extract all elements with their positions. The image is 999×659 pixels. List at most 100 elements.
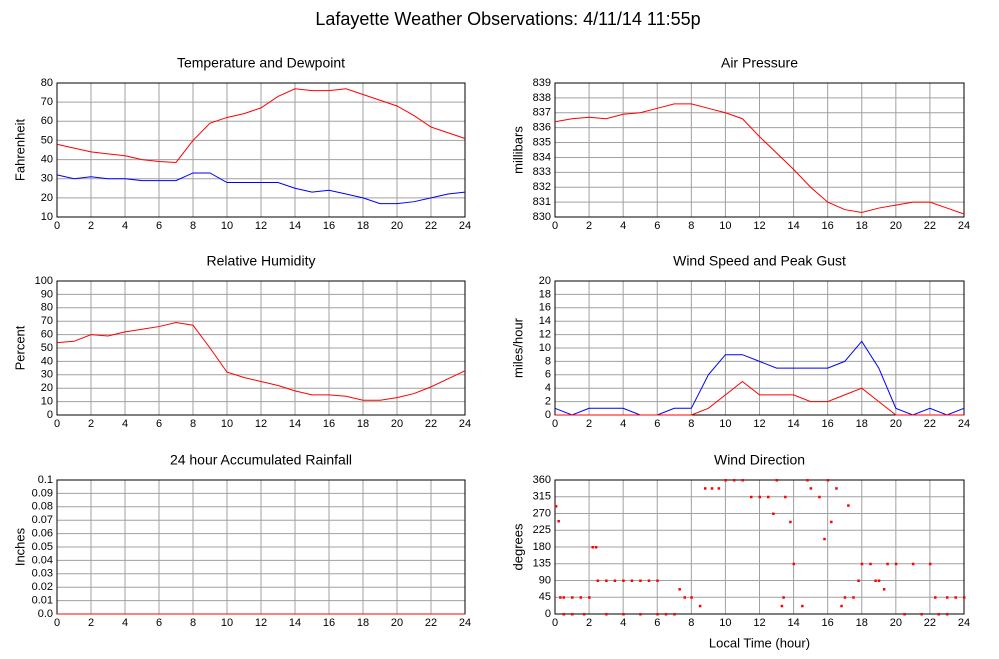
x-tick-label: 22 (924, 617, 936, 629)
scatter-point (852, 596, 855, 599)
x-tick-label: 4 (122, 220, 128, 232)
panel-title: Wind Speed and Peak Gust (673, 253, 846, 269)
y-tick-label: 225 (533, 524, 551, 536)
y-tick-label: 20 (539, 275, 551, 287)
x-tick-label: 22 (425, 220, 437, 232)
y-tick-label: 90 (41, 288, 53, 300)
scatter-point (840, 604, 843, 608)
scatter-point (622, 613, 625, 616)
scatter-point (963, 596, 966, 599)
plot-frame (554, 280, 965, 416)
y-tick-label: 70 (41, 96, 53, 108)
y-tick-label: 830 (533, 211, 551, 223)
y-tick-label: 80 (41, 77, 53, 89)
scatter-point (780, 604, 784, 608)
scatter-point (613, 579, 617, 582)
y-tick-label: 0.04 (32, 554, 53, 566)
y-axis-label: Percent (12, 325, 27, 370)
x-tick-label: 4 (620, 617, 626, 629)
y-tick-label: 831 (533, 196, 551, 208)
scatter-point (559, 596, 562, 599)
y-tick-label: 0.09 (32, 487, 53, 499)
x-tick-label: 0 (54, 418, 60, 430)
scatter-point (826, 479, 830, 482)
series-line (554, 340, 965, 416)
x-tick-label: 14 (289, 617, 301, 629)
x-tick-label: 16 (323, 617, 335, 629)
x-tick-label: 12 (255, 220, 267, 232)
scatter-point (656, 613, 659, 616)
y-axis-label: Inches (12, 527, 27, 566)
y-tick-label: 0.05 (32, 541, 53, 553)
scatter-point (622, 579, 625, 582)
x-tick-label: 14 (787, 418, 799, 430)
x-tick-label: 18 (856, 418, 868, 430)
y-tick-label: 0.01 (32, 595, 53, 607)
y-tick-label: 12 (539, 329, 551, 341)
y-tick-label: 40 (41, 355, 53, 367)
y-tick-label: 10 (41, 396, 53, 408)
x-tick-label: 22 (425, 617, 437, 629)
x-tick-label: 12 (255, 418, 267, 430)
scatter-point (630, 579, 634, 582)
x-tick-label: 0 (54, 220, 60, 232)
x-tick-label: 14 (787, 220, 799, 232)
scatter-point (911, 562, 915, 566)
y-tick-label: 30 (41, 173, 53, 185)
x-tick-label: 12 (753, 418, 765, 430)
y-tick-label: 80 (41, 302, 53, 314)
y-tick-label: 836 (533, 122, 551, 134)
x-tick-label: 14 (289, 220, 301, 232)
x-tick-label: 20 (391, 617, 403, 629)
x-tick-label: 10 (221, 617, 233, 629)
x-tick-label: 10 (719, 220, 731, 232)
scatter-point (656, 579, 659, 582)
scatter-point (582, 613, 586, 616)
x-tick-label: 20 (391, 220, 403, 232)
scatter-point (732, 479, 736, 482)
scatter-point (882, 588, 886, 591)
x-tick-label: 0 (552, 220, 558, 232)
scatter-point (945, 596, 949, 599)
scatter-point (703, 487, 707, 490)
scatter-point (823, 537, 826, 541)
panel-title: Relative Humidity (207, 253, 316, 269)
y-tick-label: 832 (533, 181, 551, 193)
x-tick-label: 16 (822, 418, 834, 430)
scatter-point (934, 596, 937, 599)
y-tick-label: 60 (41, 115, 53, 127)
x-tick-label: 6 (654, 418, 660, 430)
y-tick-label: 50 (41, 342, 53, 354)
x-tick-label: 4 (620, 418, 626, 430)
x-tick-label: 4 (122, 617, 128, 629)
x-tick-label: 24 (459, 220, 471, 232)
scatter-point (772, 512, 775, 515)
series-line (56, 172, 466, 205)
scatter-point (920, 613, 923, 616)
x-tick-label: 6 (654, 220, 660, 232)
scatter-point (724, 479, 727, 482)
scatter-point (767, 495, 770, 499)
x-tick-label: 2 (586, 418, 592, 430)
x-tick-label: 0 (552, 617, 558, 629)
scatter-point (594, 546, 598, 549)
y-tick-label: 839 (533, 77, 551, 89)
x-tick-label: 12 (255, 617, 267, 629)
page-title: Lafayette Weather Observations: 4/11/14 … (315, 9, 700, 29)
scatter-point (639, 579, 642, 582)
scatter-point (784, 495, 787, 499)
y-tick-label: 270 (533, 507, 551, 519)
x-tick-label: 2 (88, 220, 94, 232)
x-tick-label: 8 (190, 418, 196, 430)
scatter-point (596, 579, 600, 582)
x-tick-label: 2 (586, 220, 592, 232)
scatter-point (809, 487, 813, 490)
x-tick-label: 24 (459, 617, 471, 629)
scatter-point (683, 596, 687, 599)
scatter-point (717, 487, 721, 490)
scatter-point (874, 579, 877, 582)
panel-title: 24 hour Accumulated Rainfall (170, 452, 352, 468)
x-tick-label: 20 (890, 418, 902, 430)
x-tick-label: 20 (391, 418, 403, 430)
x-tick-label: 4 (620, 220, 626, 232)
